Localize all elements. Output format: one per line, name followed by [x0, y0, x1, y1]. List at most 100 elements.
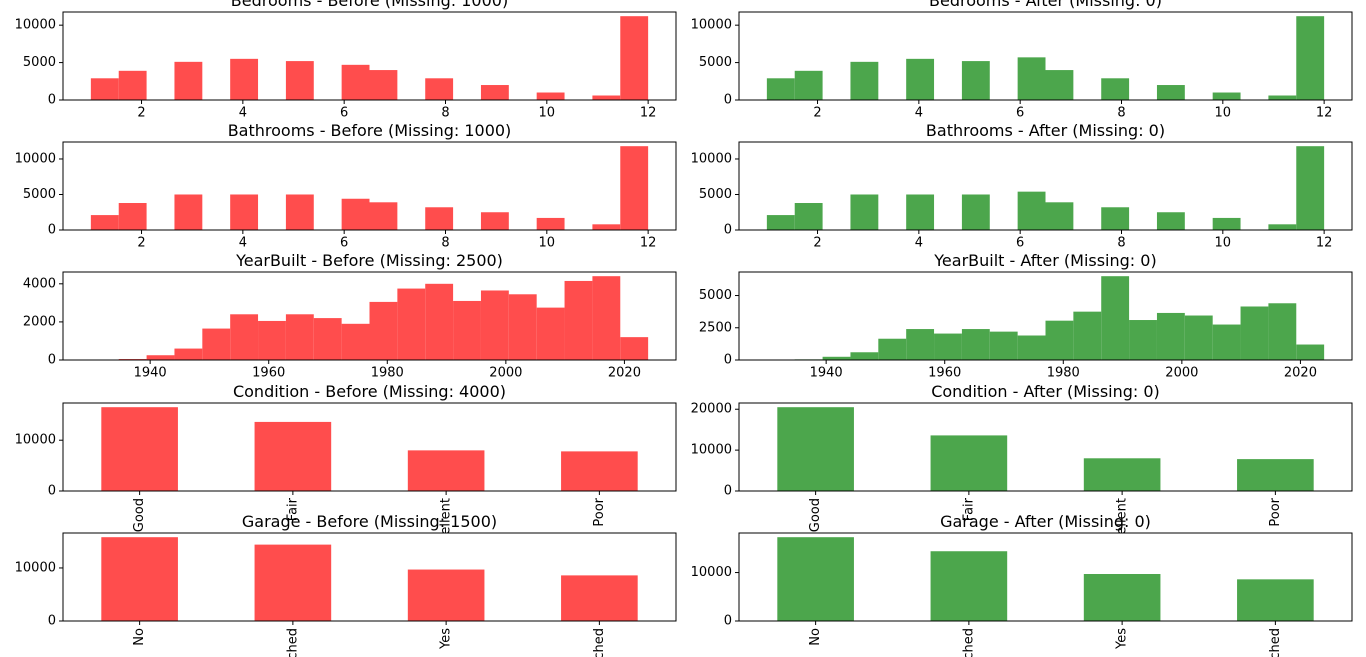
y-tick-label: 5000 — [23, 55, 56, 70]
histogram-bar — [313, 318, 342, 360]
x-tick-label: 2000 — [489, 366, 522, 381]
y-tick-label: 10000 — [15, 151, 56, 166]
x-tick-label: 10 — [1215, 236, 1232, 251]
bar — [1237, 459, 1314, 491]
histogram-bar — [564, 280, 593, 360]
bar — [1083, 458, 1161, 491]
y-tick-label: 0 — [48, 223, 56, 238]
histogram-bar — [341, 323, 370, 360]
x-tick-label: 8 — [441, 236, 449, 251]
subplot: No Attached Yes Detached 0 10000 Garage - Befo… — [15, 512, 677, 657]
histogram-bar — [1212, 92, 1241, 100]
histogram-bar — [1101, 78, 1130, 100]
histogram-bar — [146, 355, 175, 360]
subplot: No Attached Yes Detached 0 10000 Garage - Afte… — [691, 512, 1353, 657]
histogram-bar — [230, 58, 259, 100]
axes-frame — [738, 11, 1353, 101]
bar — [930, 551, 1008, 621]
histogram-bar — [906, 194, 935, 230]
histogram-bar — [536, 307, 565, 360]
subplot: 2 4 6 8 10 12 0 5000 10000 Bathrooms - After (Mis… — [691, 121, 1353, 251]
axes-frame — [62, 402, 677, 492]
histogram-bar — [425, 78, 454, 100]
axes-frame — [738, 532, 1353, 622]
y-tick-label: 0 — [724, 484, 732, 499]
histogram-bar — [1129, 320, 1157, 360]
histogram-bar — [453, 300, 481, 360]
x-tick-label: 10 — [1215, 106, 1232, 121]
bar — [407, 569, 485, 621]
x-tick-label: 4 — [239, 236, 247, 251]
chart-title: Garage - After (Missing: 0) — [940, 512, 1151, 531]
histogram-bar — [369, 70, 398, 100]
y-tick-label: 10000 — [691, 565, 732, 580]
y-tick-label: 10000 — [15, 433, 56, 448]
axes-frame — [62, 141, 677, 231]
histogram-bar — [1212, 324, 1241, 360]
chart-title: Bedrooms - Before (Missing: 1000) — [231, 0, 508, 10]
axes-frame — [62, 271, 677, 361]
y-tick-label: 2500 — [699, 320, 732, 335]
y-tick-label: 5000 — [23, 187, 56, 202]
histogram-bar — [425, 283, 454, 360]
x-tick-label: 6 — [1016, 106, 1024, 121]
bar — [777, 537, 854, 621]
y-tick-label: 5000 — [699, 187, 732, 202]
x-tick-label: 4 — [915, 106, 923, 121]
histogram-bar — [202, 328, 231, 360]
bar — [101, 537, 178, 621]
x-tick-label: 2 — [813, 106, 821, 121]
y-tick-label: 0 — [724, 223, 732, 238]
bar — [930, 435, 1008, 491]
histogram-bar — [766, 78, 795, 100]
x-tick-label: 8 — [1117, 106, 1125, 121]
x-tick-label: 2020 — [608, 366, 641, 381]
y-tick-label: 10000 — [691, 151, 732, 166]
y-tick-label: 0 — [724, 93, 732, 108]
subplot: 1940 1960 1980 2000 2020 0 2500 5000 YearBuilt -… — [699, 251, 1353, 381]
x-tick-label: 1940 — [810, 366, 843, 381]
chart-title: Condition - Before (Missing: 4000) — [233, 382, 506, 401]
histogram-bar — [1156, 312, 1185, 360]
y-tick-label: 0 — [48, 93, 56, 108]
y-tick-label: 10000 — [691, 443, 732, 458]
x-tick-label: Fair — [961, 497, 976, 521]
histogram-bar — [766, 215, 795, 230]
y-tick-label: 5000 — [699, 288, 732, 303]
histogram-bar — [341, 198, 370, 230]
subplot: 2 4 6 8 10 12 0 5000 10000 Bedrooms - After (Miss… — [691, 0, 1353, 121]
histogram-bar — [1045, 202, 1074, 230]
histogram-bar — [1268, 303, 1297, 360]
histogram-bar — [850, 61, 879, 100]
x-tick-label: No — [132, 628, 147, 646]
x-tick-label: Attached — [285, 628, 300, 657]
x-tick-label: 12 — [640, 236, 657, 251]
histogram-bar — [961, 329, 990, 360]
x-tick-label: Good — [808, 498, 823, 532]
histogram-bar — [592, 276, 621, 360]
chart-title: Bedrooms - After (Missing: 0) — [929, 0, 1162, 10]
bar — [254, 544, 332, 621]
histogram-bar — [850, 352, 879, 360]
x-tick-label: 1960 — [252, 366, 285, 381]
histogram-bar — [285, 194, 314, 230]
x-tick-label: 2000 — [1165, 366, 1198, 381]
histogram-bar — [961, 61, 990, 100]
bar — [101, 407, 178, 491]
y-tick-label: 0 — [48, 614, 56, 629]
histogram-bar — [341, 64, 370, 100]
y-tick-label: 0 — [724, 353, 732, 368]
y-tick-label: 5000 — [699, 55, 732, 70]
x-tick-label: No — [808, 628, 823, 646]
histogram-bar — [230, 314, 259, 360]
subplot: Good Fair Excellent Poor01000020000Conditio… — [691, 382, 1353, 557]
x-tick-label: 6 — [340, 106, 348, 121]
histogram-bar — [592, 95, 621, 100]
histogram-bar — [1156, 85, 1185, 100]
x-tick-label: Poor — [592, 497, 607, 526]
subplot: 2 4 6 8 10 12 0 5000 10000 Bathrooms - Before (Mi… — [15, 121, 677, 251]
x-tick-label: 1980 — [1047, 366, 1080, 381]
x-tick-label: 1940 — [134, 366, 167, 381]
axes-frame — [738, 402, 1353, 492]
